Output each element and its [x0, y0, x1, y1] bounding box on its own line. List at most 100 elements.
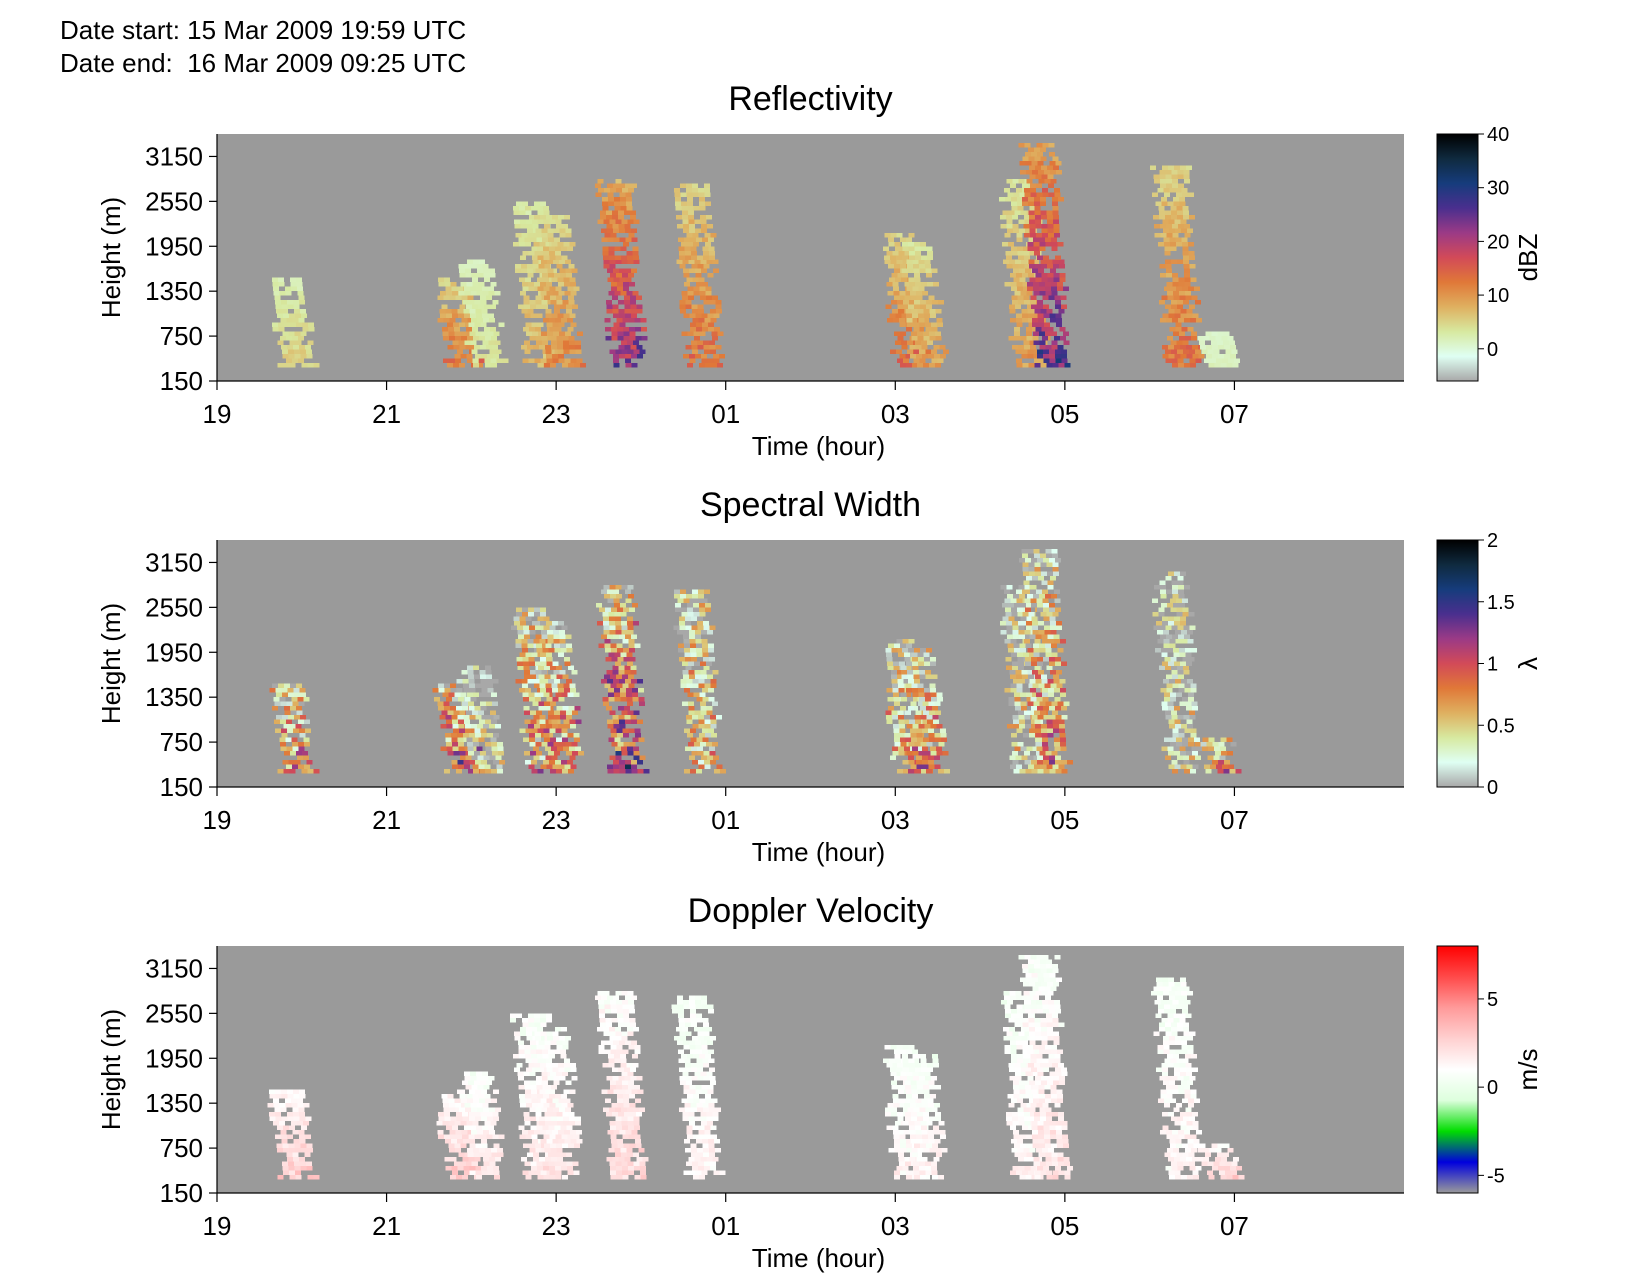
echo-cell — [545, 1130, 552, 1135]
echo-cell — [597, 620, 604, 626]
echo-cell — [695, 1049, 702, 1054]
echo-cell — [467, 1152, 474, 1158]
echo-cell — [703, 340, 710, 346]
echo-cell — [1189, 625, 1196, 630]
echo-cell — [526, 1067, 533, 1072]
echo-cell — [1042, 602, 1049, 608]
echo-cell — [1006, 178, 1013, 184]
echo-cell — [942, 349, 949, 355]
echo-cell — [276, 1143, 283, 1149]
echo-cell — [475, 1166, 482, 1171]
echo-cell — [1050, 683, 1057, 689]
echo-cell — [915, 345, 922, 350]
echo-cell — [480, 674, 486, 680]
echo-cell — [900, 706, 907, 711]
echo-cell — [538, 1040, 545, 1045]
echo-cell — [704, 764, 711, 769]
echo-cell — [1221, 336, 1228, 341]
echo-cell — [450, 1134, 457, 1140]
echo-cell — [897, 304, 904, 310]
echo-cell — [1190, 688, 1197, 693]
echo-cell — [898, 688, 905, 693]
echo-cell — [1160, 593, 1167, 599]
echo-cell — [700, 219, 707, 224]
echo-cell — [895, 349, 902, 355]
echo-cell — [609, 1166, 616, 1171]
echo-cell — [1220, 363, 1227, 368]
echo-cell — [1022, 562, 1029, 567]
echo-cell — [1040, 358, 1046, 363]
echo-cell — [688, 214, 695, 220]
echo-cell — [1170, 340, 1177, 346]
echo-cell — [1190, 683, 1197, 689]
echo-cell — [1190, 331, 1197, 337]
echo-cell — [1057, 345, 1064, 350]
echo-cell — [528, 1022, 535, 1027]
echo-cell — [564, 661, 571, 666]
echo-cell — [624, 1157, 631, 1162]
echo-cell — [609, 1121, 616, 1126]
echo-cell — [1183, 584, 1190, 590]
echo-cell — [628, 273, 635, 278]
echo-cell — [524, 1080, 531, 1086]
echo-cell — [458, 291, 465, 296]
echo-cell — [610, 593, 617, 599]
echo-column — [673, 589, 726, 774]
echo-column — [456, 665, 505, 774]
colorbar-tick-label: 0 — [1487, 777, 1498, 799]
echo-cell — [1184, 277, 1191, 283]
echo-cell — [537, 1026, 544, 1032]
echo-cell — [480, 295, 487, 301]
echo-cell — [296, 710, 303, 716]
echo-cell — [892, 715, 899, 720]
echo-cell — [478, 710, 485, 716]
echo-cell — [696, 1148, 703, 1153]
echo-cell — [524, 304, 530, 310]
echo-cell — [690, 250, 697, 256]
echo-cell — [1182, 607, 1189, 612]
echo-cell — [545, 1157, 552, 1162]
echo-cell — [541, 340, 548, 346]
echo-cell — [899, 733, 906, 738]
echo-cell — [485, 751, 492, 756]
echo-cell — [1026, 331, 1033, 337]
echo-cell — [1037, 620, 1044, 626]
echo-cell — [633, 1161, 640, 1167]
echo-cell — [1012, 620, 1018, 626]
echo-cell — [892, 724, 899, 729]
echo-cell — [1175, 228, 1182, 233]
echo-cell — [1020, 692, 1026, 698]
echo-cell — [454, 1121, 461, 1126]
echo-cell — [610, 1085, 617, 1090]
echo-cell — [527, 345, 534, 350]
echo-cell — [1153, 584, 1160, 590]
echo-cell — [528, 692, 535, 698]
echo-cell — [621, 625, 628, 630]
echo-cell — [569, 282, 576, 287]
echo-cell — [1000, 223, 1007, 229]
echo-cell — [896, 1166, 903, 1171]
echo-cell — [1190, 363, 1196, 368]
echo-cell — [699, 291, 706, 296]
echo-cell — [603, 264, 610, 269]
echo-cell — [621, 1152, 627, 1158]
echo-cell — [614, 661, 621, 666]
echo-cell — [555, 1026, 562, 1032]
echo-cell — [488, 340, 495, 346]
echo-cell — [704, 1125, 711, 1131]
x-tick-label: 19 — [203, 805, 232, 835]
echo-cell — [624, 1112, 631, 1117]
echo-cell — [621, 1166, 628, 1171]
echo-cell — [697, 751, 704, 756]
echo-cell — [621, 990, 628, 996]
echo-cell — [529, 629, 536, 635]
echo-cell — [541, 1071, 548, 1077]
echo-cell — [303, 1121, 310, 1126]
echo-cell — [549, 250, 556, 256]
echo-cell — [608, 250, 615, 256]
echo-cell — [692, 1125, 699, 1131]
echo-cell — [927, 255, 934, 260]
echo-cell — [288, 692, 295, 698]
echo-cell — [549, 625, 556, 630]
